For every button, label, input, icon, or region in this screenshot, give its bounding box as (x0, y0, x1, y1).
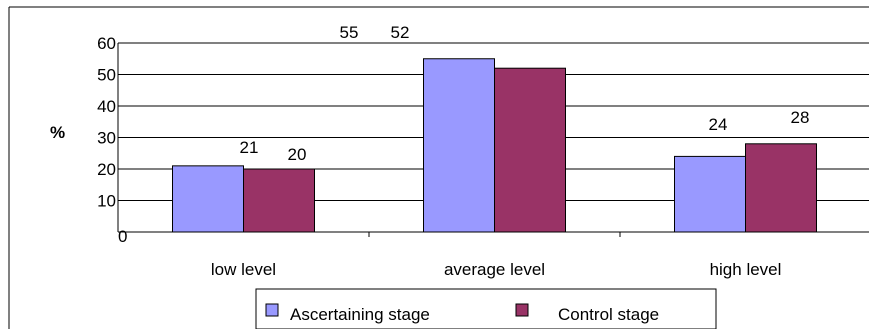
data-label: 28 (791, 108, 810, 127)
legend-swatch-ascertaining (265, 303, 279, 317)
legend-frame (255, 288, 717, 329)
bar-high-level-ascertaining (674, 155, 746, 233)
y-tick-label: 60 (97, 34, 116, 53)
data-label: 55 (340, 23, 359, 42)
labels: 010 20 30 40 50 60 low level average level high … (97, 23, 809, 279)
x-category-label: low level (211, 260, 276, 279)
legend-label-ascertaining: Ascertaining stage (290, 305, 430, 324)
data-label: 24 (709, 115, 728, 134)
bar-high-level-control (745, 143, 817, 233)
data-label: 52 (391, 23, 410, 42)
axes (117, 43, 869, 237)
legend-label-control: Control stage (558, 305, 659, 324)
data-label: 20 (288, 145, 307, 164)
bars (172, 58, 817, 233)
y-axis-label: % (50, 123, 65, 142)
bar-average-level-control (494, 67, 566, 233)
bar-low-level-ascertaining (172, 165, 244, 233)
x-category-label: average level (444, 260, 545, 279)
y-tick-label: 10 (97, 192, 116, 211)
y-tick-label: 30 (97, 129, 116, 148)
bar-average-level-ascertaining (423, 58, 495, 233)
y-tick-label: 20 (97, 160, 116, 179)
x-category-label: high level (710, 260, 782, 279)
legend: Ascertaining stage Control stage (255, 288, 717, 329)
y-tick-label: 50 (97, 66, 116, 85)
legend-swatch-control (515, 303, 529, 317)
data-label: 21 (240, 138, 259, 157)
y-tick-label: 0 (118, 227, 127, 246)
bar-low-level-control (243, 168, 315, 233)
y-tick-label: 40 (97, 97, 116, 116)
